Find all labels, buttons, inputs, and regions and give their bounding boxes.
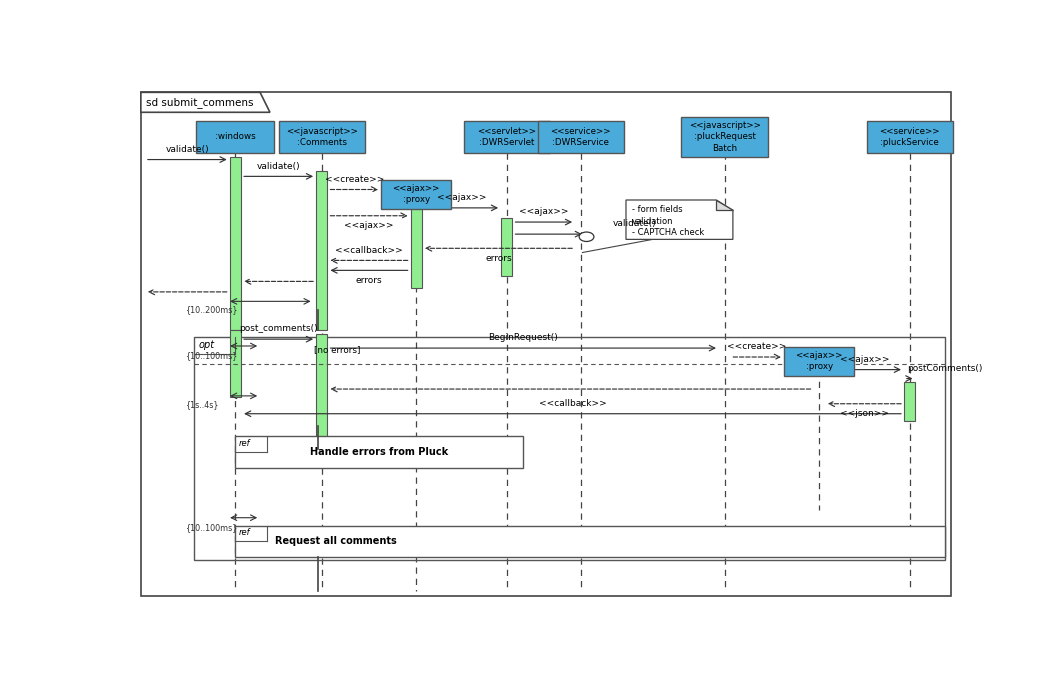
- Bar: [867, 121, 953, 153]
- Text: <<ajax>>: <<ajax>>: [519, 207, 569, 216]
- Text: <<ajax>>
:proxy: <<ajax>> :proxy: [796, 351, 842, 371]
- Text: <<javascript>>
:pluckRequest
Batch: <<javascript>> :pluckRequest Batch: [689, 121, 761, 153]
- Text: {10..100ms}: {10..100ms}: [186, 351, 239, 359]
- Text: <<servlet>>
:DWRServlet: <<servlet>> :DWRServlet: [477, 127, 536, 147]
- Bar: [236, 436, 523, 468]
- Bar: [230, 330, 241, 397]
- Bar: [316, 334, 327, 449]
- Text: <<ajax>>: <<ajax>>: [344, 221, 394, 230]
- Polygon shape: [626, 200, 733, 239]
- Text: postComments(): postComments(): [907, 364, 982, 373]
- Text: post_comments(): post_comments(): [240, 325, 318, 333]
- Text: sd submit_commens: sd submit_commens: [145, 97, 254, 108]
- Text: ref: ref: [239, 528, 250, 537]
- Text: <<create>>: <<create>>: [325, 175, 384, 183]
- Bar: [316, 171, 327, 330]
- Bar: [538, 121, 624, 153]
- Text: <<ajax>>: <<ajax>>: [839, 355, 889, 364]
- Bar: [381, 180, 451, 209]
- Bar: [784, 346, 854, 376]
- Bar: [681, 117, 768, 157]
- Bar: [236, 526, 945, 557]
- Text: Handle errors from Pluck: Handle errors from Pluck: [310, 447, 449, 457]
- Bar: [411, 208, 421, 288]
- Text: <<service>>
:pluckService: <<service>> :pluckService: [880, 127, 940, 147]
- Text: <<callback>>: <<callback>>: [335, 246, 403, 254]
- Bar: [279, 121, 365, 153]
- Text: validate(): validate(): [257, 162, 300, 170]
- Text: BeginRequest(): BeginRequest(): [488, 333, 558, 342]
- Text: errors: errors: [355, 276, 382, 284]
- Text: [no errors]: [no errors]: [314, 345, 360, 354]
- Text: <<create>>: <<create>>: [728, 342, 787, 351]
- Polygon shape: [141, 92, 269, 113]
- Text: opt: opt: [198, 340, 214, 350]
- Text: validate(): validate(): [166, 145, 209, 153]
- Bar: [196, 121, 275, 153]
- Text: <<service>>
:DWRService: <<service>> :DWRService: [551, 127, 611, 147]
- Text: {10..100ms}: {10..100ms}: [186, 523, 239, 532]
- Text: errors: errors: [485, 254, 511, 263]
- Text: - form fields
validation
- CAPTCHA check: - form fields validation - CAPTCHA check: [631, 205, 705, 237]
- Text: {1s..4s}: {1s..4s}: [186, 400, 220, 410]
- Circle shape: [579, 232, 594, 241]
- Text: <<javascript>>
:Comments: <<javascript>> :Comments: [285, 127, 358, 147]
- Bar: [904, 382, 915, 421]
- Text: <<callback>>: <<callback>>: [539, 399, 607, 408]
- Bar: [194, 336, 945, 560]
- Text: <<json>>: <<json>>: [840, 409, 889, 418]
- Text: {10..200ms}: {10..200ms}: [186, 306, 239, 314]
- Bar: [230, 157, 241, 330]
- Text: Request all comments: Request all comments: [275, 536, 397, 546]
- Text: <<ajax>>: <<ajax>>: [437, 193, 486, 202]
- Polygon shape: [716, 200, 733, 211]
- Text: ref: ref: [239, 439, 250, 448]
- Text: :windows: :windows: [215, 132, 256, 141]
- Bar: [502, 218, 512, 276]
- Bar: [194, 336, 236, 354]
- Bar: [464, 121, 550, 153]
- Text: <<ajax>>
:proxy: <<ajax>> :proxy: [393, 184, 440, 205]
- Text: validate(): validate(): [612, 220, 656, 228]
